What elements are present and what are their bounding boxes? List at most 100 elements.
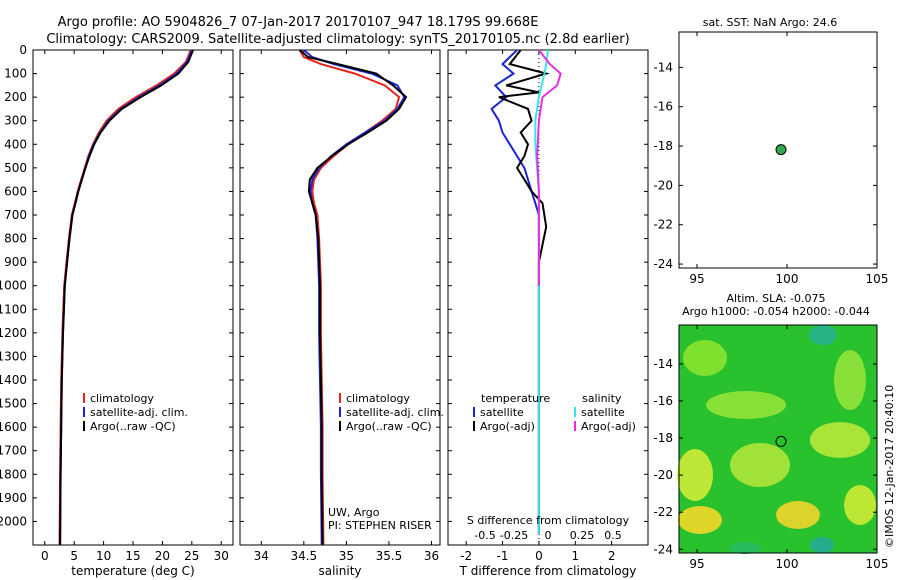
sla-blob — [706, 391, 786, 419]
x-tick-label: 20 — [155, 549, 170, 563]
sla-blob — [730, 443, 790, 487]
s-tick-label: -0.5 — [474, 529, 495, 542]
legend-label: climatology — [90, 392, 154, 405]
series-line — [298, 49, 401, 546]
legend-label: Argo(..raw -QC) — [90, 420, 176, 433]
depth-tick-label: 900 — [4, 255, 27, 269]
x-axis-label: temperature (deg C) — [71, 564, 194, 578]
depth-tick-label: 300 — [4, 114, 27, 128]
x-tick-label: 2 — [608, 549, 616, 563]
sla-blob — [678, 506, 722, 534]
depth-tick-label: 500 — [4, 161, 27, 175]
map-y-tick-label: -16 — [653, 394, 673, 408]
argo-position-marker — [775, 144, 787, 156]
x-tick-label: 35.5 — [376, 549, 403, 563]
depth-tick-label: 1200 — [0, 326, 27, 340]
legend-heading-temperature: temperature — [481, 392, 550, 405]
legend-heading-salinity: salinity — [582, 392, 622, 405]
x-tick-label: 5 — [70, 549, 78, 563]
x-tick-label: 15 — [125, 549, 140, 563]
x-axis-label: salinity — [318, 564, 361, 578]
legend-label: Argo(-adj) — [581, 420, 636, 433]
x-tick-label: 10 — [96, 549, 111, 563]
figure-title-line2: Climatology: CARS2009. Satellite-adjuste… — [46, 32, 629, 47]
series-line — [490, 49, 540, 534]
map-y-tick-label: -18 — [653, 431, 673, 445]
sla-blob — [810, 422, 870, 458]
x-tick-label: 25 — [184, 549, 199, 563]
depth-tick-label: 1300 — [0, 349, 27, 363]
map-x-tick-label: 100 — [776, 272, 799, 286]
argo-position-marker — [775, 435, 787, 447]
depth-tick-label: 1400 — [0, 373, 27, 387]
map-x-tick-label: 105 — [866, 272, 889, 286]
map-y-tick-label: -22 — [653, 505, 673, 519]
series-line — [534, 49, 549, 534]
sla-blob — [809, 325, 837, 345]
sla-blob — [683, 340, 727, 376]
series-line — [303, 49, 406, 546]
sla-blob — [776, 501, 820, 529]
series-line — [536, 49, 562, 286]
depth-tick-label: 1100 — [0, 302, 27, 316]
x-tick-label: -2 — [460, 549, 472, 563]
sla-blob — [844, 485, 876, 525]
s-tick-label: 0 — [545, 529, 552, 542]
depth-tick-label: 1600 — [0, 420, 27, 434]
map-x-tick-label: 95 — [689, 272, 704, 286]
depth-tick-label: 1800 — [0, 467, 27, 481]
plot-frame — [447, 49, 649, 546]
depth-tick-label: 800 — [4, 232, 27, 246]
sla-map-title2: Argo h1000: -0.054 h2000: -0.044 — [682, 305, 870, 318]
depth-tick-label: 100 — [4, 67, 27, 81]
legend-label: Argo(..raw -QC) — [346, 420, 432, 433]
legend-label: satellite — [581, 406, 625, 419]
s-axis-label: S difference from climatology — [467, 514, 630, 527]
x-tick-label: 0 — [41, 549, 49, 563]
x-tick-label: 30 — [214, 549, 229, 563]
figure-title-line1: Argo profile: AO 5904826_7 07-Jan-2017 2… — [58, 15, 539, 30]
depth-tick-label: 2000 — [0, 514, 27, 528]
x-tick-label: 34 — [254, 549, 269, 563]
credit-line1: UW, Argo — [328, 506, 380, 519]
legend-label: satellite-adj. clim. — [346, 406, 444, 419]
map-y-tick-label: -14 — [653, 357, 673, 371]
legend-label: satellite — [480, 406, 524, 419]
depth-tick-label: 400 — [4, 137, 27, 151]
map-frame — [678, 324, 878, 554]
x-axis-label: T difference from climatology — [459, 564, 637, 578]
s-tick-label: -0.25 — [500, 529, 528, 542]
map-y-tick-label: -20 — [653, 468, 673, 482]
depth-tick-label: 600 — [4, 184, 27, 198]
map-y-tick-label: -24 — [653, 257, 673, 271]
series-line — [298, 49, 408, 546]
legend-label: climatology — [346, 392, 410, 405]
sla-blob — [729, 542, 761, 554]
map-y-tick-label: -24 — [653, 542, 673, 556]
series-line — [59, 49, 193, 546]
map-x-tick-label: 95 — [689, 557, 704, 571]
map-frame — [678, 31, 878, 269]
sla-blob — [810, 537, 834, 553]
sst-map-title: sat. SST: NaN Argo: 24.6 — [703, 16, 837, 29]
x-tick-label: 34.5 — [290, 549, 317, 563]
map-y-tick-label: -20 — [653, 178, 673, 192]
plot-frame — [239, 49, 441, 546]
x-tick-label: -1 — [497, 549, 509, 563]
sla-map-title1: Altim. SLA: -0.075 — [726, 292, 825, 305]
series-line — [59, 49, 194, 546]
legend-label: satellite-adj. clim. — [90, 406, 188, 419]
s-tick-label: 0.5 — [604, 529, 622, 542]
sla-blob — [677, 449, 713, 501]
sla-blob — [834, 350, 866, 410]
depth-tick-label: 1900 — [0, 491, 27, 505]
map-x-tick-label: 100 — [776, 557, 799, 571]
sla-heatmap — [677, 325, 877, 554]
map-y-tick-label: -22 — [653, 218, 673, 232]
x-tick-label: 35 — [339, 549, 354, 563]
x-tick-label: 36 — [424, 549, 439, 563]
x-tick-label: 0 — [535, 549, 543, 563]
series-line — [58, 49, 192, 546]
depth-tick-label: 0 — [19, 43, 27, 57]
